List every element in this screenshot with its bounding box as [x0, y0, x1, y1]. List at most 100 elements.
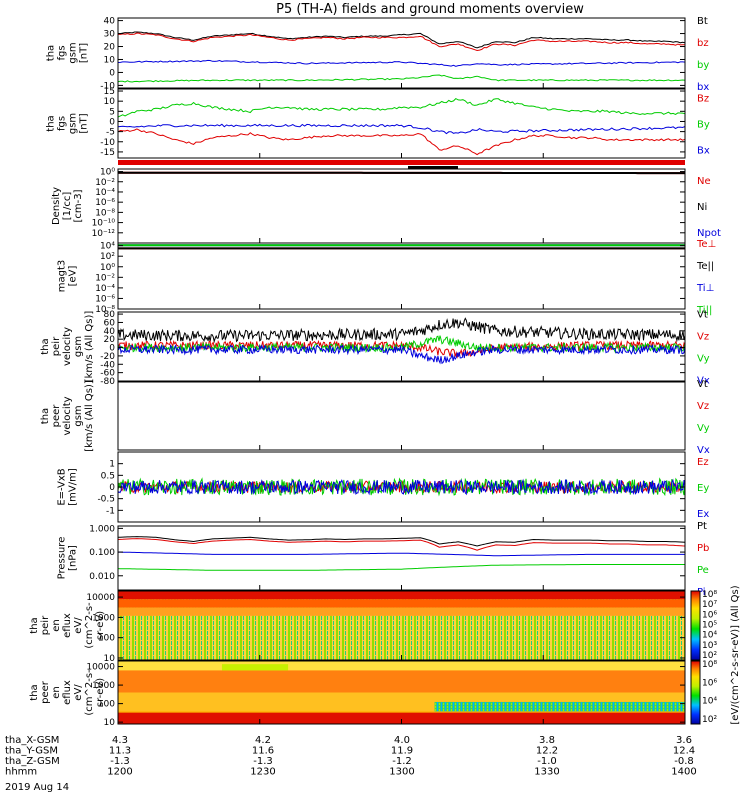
ylabel-line: eflux	[62, 613, 73, 638]
ytick-label: -60	[100, 369, 115, 379]
legend-Ex: Ex	[697, 509, 709, 520]
xaxis-value: -1.2	[392, 756, 412, 767]
xaxis-value: -1.3	[253, 756, 273, 767]
series-By	[117, 97, 686, 118]
ytick-label: 10⁴	[100, 242, 115, 252]
xaxis-date: 2019 Aug 14	[5, 782, 69, 793]
xaxis-row-label: tha_Y-GSM	[5, 746, 58, 757]
legend-Pi: Pi	[697, 587, 706, 598]
ylabel-line: [eV]	[68, 266, 79, 287]
legend-Pt: Pt	[697, 521, 707, 532]
ytick-label: 5	[109, 107, 115, 117]
legend-Vy: Vy	[697, 354, 710, 365]
series-Pb	[117, 538, 686, 551]
spectrogram-band-mid	[118, 670, 685, 693]
ylabel-line: eV/	[73, 684, 84, 701]
legend-Ne: Ne	[697, 176, 711, 187]
ytick-label: 30	[104, 30, 116, 40]
panel-frame	[117, 381, 686, 451]
colorbar-label: 10⁸	[702, 590, 717, 600]
panel-efield: 10.5 0 -0.5-1 E=-VxB [mV/m] Ez Ey Ex	[57, 451, 709, 523]
series-bz	[118, 32, 686, 52]
xaxis-value: 1300	[389, 767, 414, 778]
xaxis-row-label: tha_X-GSM	[5, 735, 59, 746]
panel-frame	[117, 242, 686, 310]
ylabel-line: (cm^2-s-	[84, 669, 95, 716]
xaxis-value: 3.8	[539, 735, 555, 746]
xaxis-row-label: tha_Z-GSM	[5, 756, 60, 767]
ytick-label: -10	[100, 138, 115, 148]
xaxis-value: -1.0	[537, 756, 557, 767]
quality-flag-bar	[118, 160, 685, 165]
panel-peir-spectrogram: 10000 1000 100 10 tha peir en eflux eV/(cm^2-s-s…	[29, 590, 686, 664]
ytick-label: 10⁻⁴	[95, 188, 115, 198]
series-Vt	[117, 317, 686, 344]
legend-bx: bx	[697, 82, 709, 93]
spectrogram-green-patch	[221, 664, 289, 671]
ytick-label: 10	[104, 55, 116, 65]
ylabel-line: gsm	[68, 42, 79, 63]
xaxis-value: 4.3	[112, 735, 128, 746]
ylabel-line: tha	[46, 115, 57, 131]
ytick-label: 1	[109, 460, 115, 470]
ytick-label: 10⁻²	[95, 178, 115, 188]
legend-Te⊥: Te⊥	[696, 239, 716, 250]
ylabel-line: [km/s (All Qs)]	[84, 380, 95, 452]
xaxis-value: -0.8	[674, 756, 694, 767]
colorbar-label: 10³	[702, 641, 717, 651]
ytick-label: 0.5	[101, 471, 115, 481]
ytick-label: 0.100	[89, 548, 115, 558]
ylabel-line: gsm	[73, 405, 84, 426]
series-Bx	[117, 123, 686, 135]
legend-Vy: Vy	[697, 423, 710, 434]
ytick-label: 10⁰	[100, 168, 115, 178]
panel-peer-velocity: tha peer velocity gsm [km/s (All Qs)] Vt Vz Vy V…	[40, 379, 710, 456]
spectrogram-band-high	[118, 591, 685, 600]
legend-Npot: Npot	[697, 228, 721, 239]
ytick-label: 1000	[92, 613, 115, 623]
panel-fgs-gsm: 40 30 20 10 0 -10 tha fgs gsm [nT] Bt bz by bx	[46, 16, 710, 93]
ylabel-line: peer	[40, 680, 51, 704]
ylabel-line: sr-eV)	[95, 611, 106, 640]
ytick-label: 10⁰	[100, 263, 115, 273]
ytick-label: 20	[104, 43, 116, 53]
ylabel-line: magt3	[57, 260, 68, 293]
xaxis-value: 3.6	[676, 735, 692, 746]
ytick-label: 10⁻⁶	[95, 198, 115, 208]
colorbar-label: 10⁸	[702, 660, 717, 670]
ylabel-line: sr-eV)	[95, 678, 106, 707]
ytick-label: 10⁻¹²	[92, 229, 116, 239]
ytick-label: -0.5	[97, 495, 115, 505]
ylabel-line: Pressure	[57, 537, 68, 580]
legend-Ti⊥: Ti⊥	[696, 283, 714, 294]
legend-Bx: Bx	[697, 146, 710, 157]
ytick-label: 10	[104, 97, 116, 107]
spectrogram-green-band	[434, 701, 685, 712]
ytick-label: 10⁻⁴	[95, 284, 115, 294]
colorbar-label: 10⁴	[702, 631, 717, 641]
ytick-label: 0	[109, 483, 115, 493]
legend-Vz: Vz	[697, 401, 709, 412]
ylabel-line: [nT]	[79, 113, 90, 133]
series-bx	[117, 59, 686, 67]
legend-Vt: Vt	[697, 379, 708, 390]
ylabel-line: tha	[29, 684, 40, 700]
ytick-label: 10⁻⁸	[95, 208, 115, 218]
ytick-label: 1.000	[89, 524, 115, 534]
colorbar-label: 10⁴	[702, 697, 717, 707]
xaxis-value: 12.4	[673, 746, 695, 757]
legend-bz: bz	[697, 38, 709, 49]
ylabel-line: E=-VxB	[57, 468, 68, 505]
ylabel-line: fgs	[57, 116, 68, 131]
xaxis-value: 1330	[534, 767, 559, 778]
spectrogram-band-low	[118, 607, 685, 616]
ytick-label: -1	[106, 506, 115, 516]
ylabel-line: [nPa]	[68, 545, 79, 571]
ylabel-line: [km/s (All Qs)]	[84, 311, 95, 383]
legend-Vt: Vt	[697, 310, 708, 321]
ytick-label: -40	[100, 360, 115, 370]
xaxis-value: 12.2	[536, 746, 558, 757]
